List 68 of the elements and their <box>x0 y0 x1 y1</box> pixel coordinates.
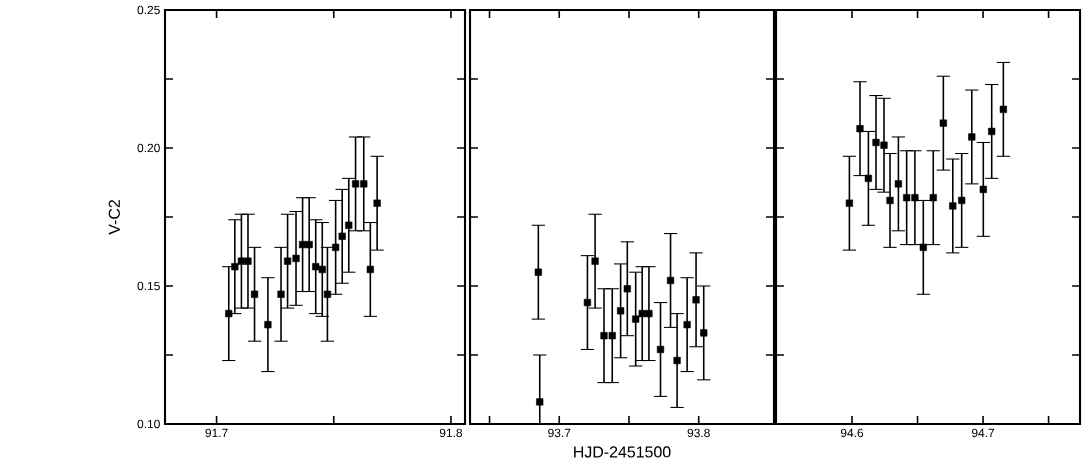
x-tick-label: 93.8 <box>687 428 710 438</box>
point <box>351 180 360 188</box>
point <box>292 254 300 262</box>
point <box>903 194 911 202</box>
point <box>958 196 966 205</box>
point <box>338 232 346 240</box>
point <box>323 290 332 298</box>
point <box>632 315 640 323</box>
point <box>919 243 927 251</box>
point <box>988 127 996 136</box>
point <box>225 310 233 318</box>
point <box>645 310 653 318</box>
point <box>237 257 246 265</box>
x-axis-title: HJD-2451500 <box>574 446 671 458</box>
point <box>666 276 675 285</box>
point <box>244 257 252 265</box>
point <box>949 202 957 210</box>
point <box>623 285 631 293</box>
point <box>856 125 864 133</box>
point <box>534 268 542 276</box>
x-tick-label: 94.7 <box>971 428 995 438</box>
point <box>939 119 947 127</box>
x-tick-label: 91.7 <box>205 428 228 438</box>
point <box>638 310 646 318</box>
point <box>305 241 313 249</box>
point <box>656 345 665 354</box>
point <box>284 257 292 265</box>
point <box>318 265 326 274</box>
point <box>332 243 340 251</box>
point <box>360 180 368 188</box>
y-tick-label: 0.25 <box>137 5 160 15</box>
point <box>845 199 853 207</box>
y-tick-label: 0.15 <box>137 281 160 291</box>
x-tick-label: 91.8 <box>439 428 463 438</box>
point <box>968 133 976 141</box>
point <box>929 194 937 202</box>
x-tick-label: 94.6 <box>840 428 864 438</box>
point <box>231 263 239 271</box>
point <box>886 196 894 205</box>
point <box>692 296 700 304</box>
point <box>299 241 307 249</box>
point <box>591 257 599 265</box>
point <box>264 321 272 329</box>
point <box>700 329 708 337</box>
point <box>312 263 320 271</box>
point <box>894 180 902 188</box>
x-tick-label: 93.7 <box>548 428 571 438</box>
y-tick-label: 0.10 <box>137 419 160 429</box>
point <box>880 141 888 149</box>
point <box>583 298 592 307</box>
point <box>872 138 880 147</box>
point <box>864 174 872 182</box>
y-tick-label: 0.20 <box>137 143 160 153</box>
point <box>536 398 544 406</box>
point <box>345 221 353 229</box>
y-axis-title: V-C2 <box>108 200 120 235</box>
point <box>683 321 691 329</box>
point <box>250 290 259 298</box>
point <box>979 185 987 193</box>
point <box>600 332 608 340</box>
point <box>673 356 681 365</box>
point <box>373 199 381 207</box>
point <box>617 307 625 315</box>
point <box>999 105 1007 113</box>
point <box>277 290 285 298</box>
point <box>366 265 374 274</box>
point <box>911 194 919 202</box>
point <box>608 332 616 340</box>
